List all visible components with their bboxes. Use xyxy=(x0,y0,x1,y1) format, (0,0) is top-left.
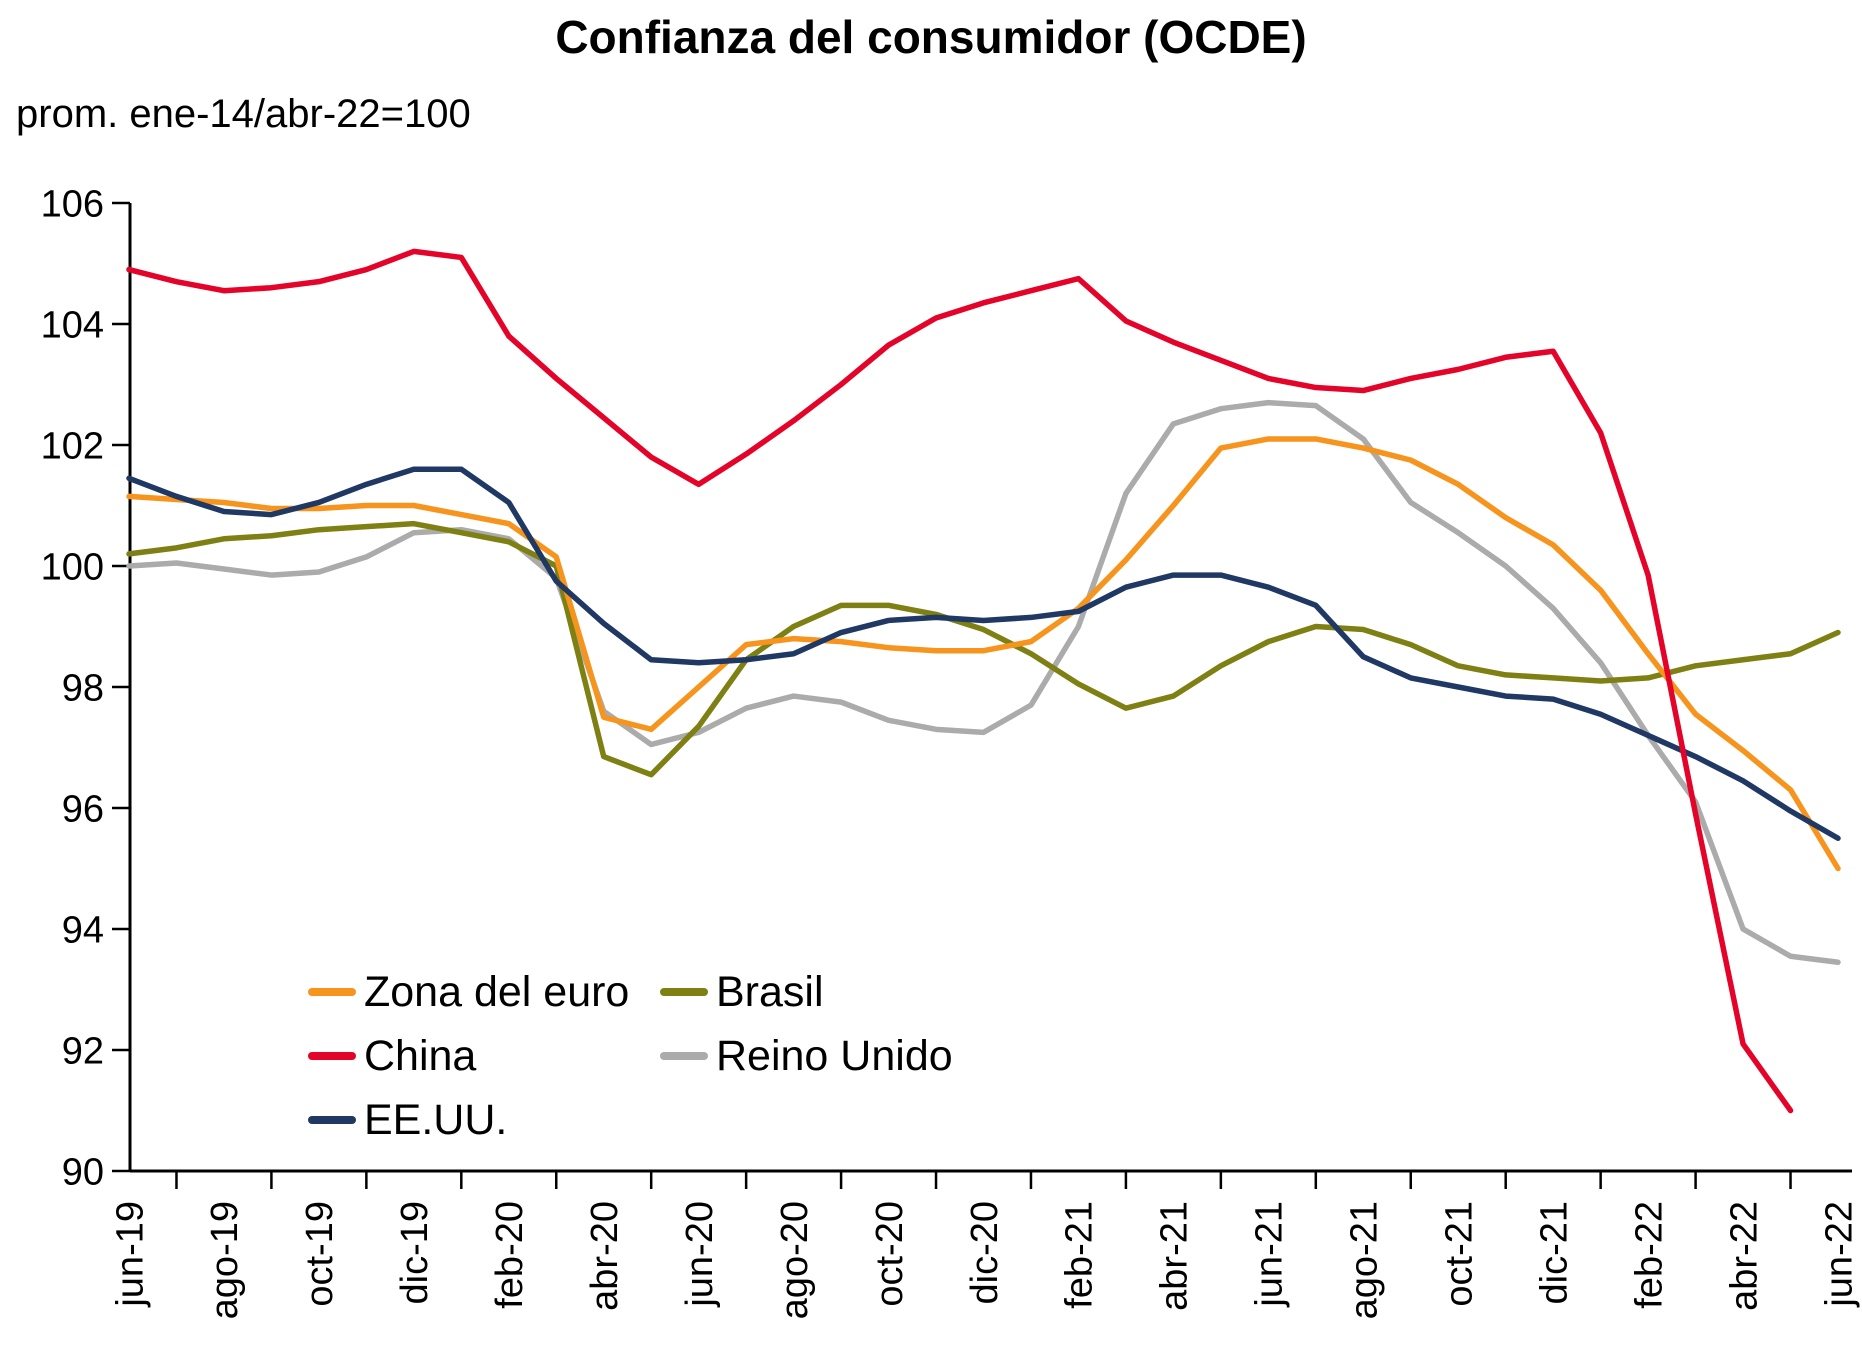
y-tick-label: 100 xyxy=(41,546,104,588)
x-tick-label: feb-21 xyxy=(1059,1201,1101,1309)
legend-item-reino-unido: Reino Unido xyxy=(660,1030,953,1082)
x-tick-label: abr-22 xyxy=(1723,1201,1765,1311)
x-tick-label: abr-21 xyxy=(1154,1201,1196,1311)
x-tick-label: oct-21 xyxy=(1439,1201,1481,1307)
legend-swatch-brasil xyxy=(660,988,708,996)
x-tick-label: feb-20 xyxy=(489,1201,531,1309)
x-tick-label: ago-19 xyxy=(204,1201,246,1319)
x-tick-label: oct-20 xyxy=(869,1201,911,1307)
legend-label-reino-unido: Reino Unido xyxy=(716,1032,953,1080)
x-tick-label: jun-21 xyxy=(1249,1201,1291,1308)
series-line-ee-uu xyxy=(126,466,1841,841)
y-tick-label: 106 xyxy=(41,183,104,225)
legend-item-eeuu: EE.UU. xyxy=(308,1094,507,1146)
series-line-reino-unido xyxy=(126,399,1841,966)
y-tick-label: 94 xyxy=(62,909,104,951)
legend-swatch-eeuu xyxy=(308,1116,356,1124)
x-tick-label: abr-20 xyxy=(584,1201,626,1311)
chart-title: Confianza del consumidor (OCDE) xyxy=(555,11,1307,63)
x-tick-label: dic-19 xyxy=(394,1201,436,1305)
x-tick-label: dic-20 xyxy=(964,1201,1006,1305)
x-tick-label: dic-21 xyxy=(1533,1201,1575,1305)
x-tick-label: ago-21 xyxy=(1344,1201,1386,1319)
series-line-china xyxy=(126,248,1794,1114)
chart-subtitle: prom. ene-14/abr-22=100 xyxy=(16,92,471,136)
x-tick-label: jun-19 xyxy=(109,1201,151,1308)
y-tick-label: 104 xyxy=(41,304,104,346)
legend-label-zona-del-euro: Zona del euro xyxy=(364,968,630,1016)
x-tick-label: feb-22 xyxy=(1628,1201,1670,1309)
legend-label-china: China xyxy=(364,1032,477,1080)
legend-label-eeuu: EE.UU. xyxy=(364,1096,508,1144)
x-tick-label: jun-20 xyxy=(679,1201,721,1308)
series-line-zona-del-euro xyxy=(126,436,1841,872)
series-line-brasil xyxy=(126,520,1841,778)
x-tick-label: jun-22 xyxy=(1818,1201,1860,1308)
legend-item-brasil: Brasil xyxy=(660,966,824,1018)
legend-swatch-reino-unido xyxy=(660,1052,708,1060)
y-tick-label: 102 xyxy=(41,425,104,467)
legend-item-zona-del-euro: Zona del euro xyxy=(308,966,629,1018)
legend-item-china: China xyxy=(308,1030,476,1082)
x-tick-label: ago-20 xyxy=(774,1201,816,1319)
legend-swatch-china xyxy=(308,1052,356,1060)
y-tick-label: 98 xyxy=(62,667,104,709)
x-tick-label: oct-19 xyxy=(299,1201,341,1307)
legend-swatch-zona-del-euro xyxy=(308,988,356,996)
y-tick-label: 92 xyxy=(62,1030,104,1072)
legend-label-brasil: Brasil xyxy=(716,968,824,1016)
y-tick-label: 96 xyxy=(62,788,104,830)
y-tick-label: 90 xyxy=(62,1151,104,1193)
